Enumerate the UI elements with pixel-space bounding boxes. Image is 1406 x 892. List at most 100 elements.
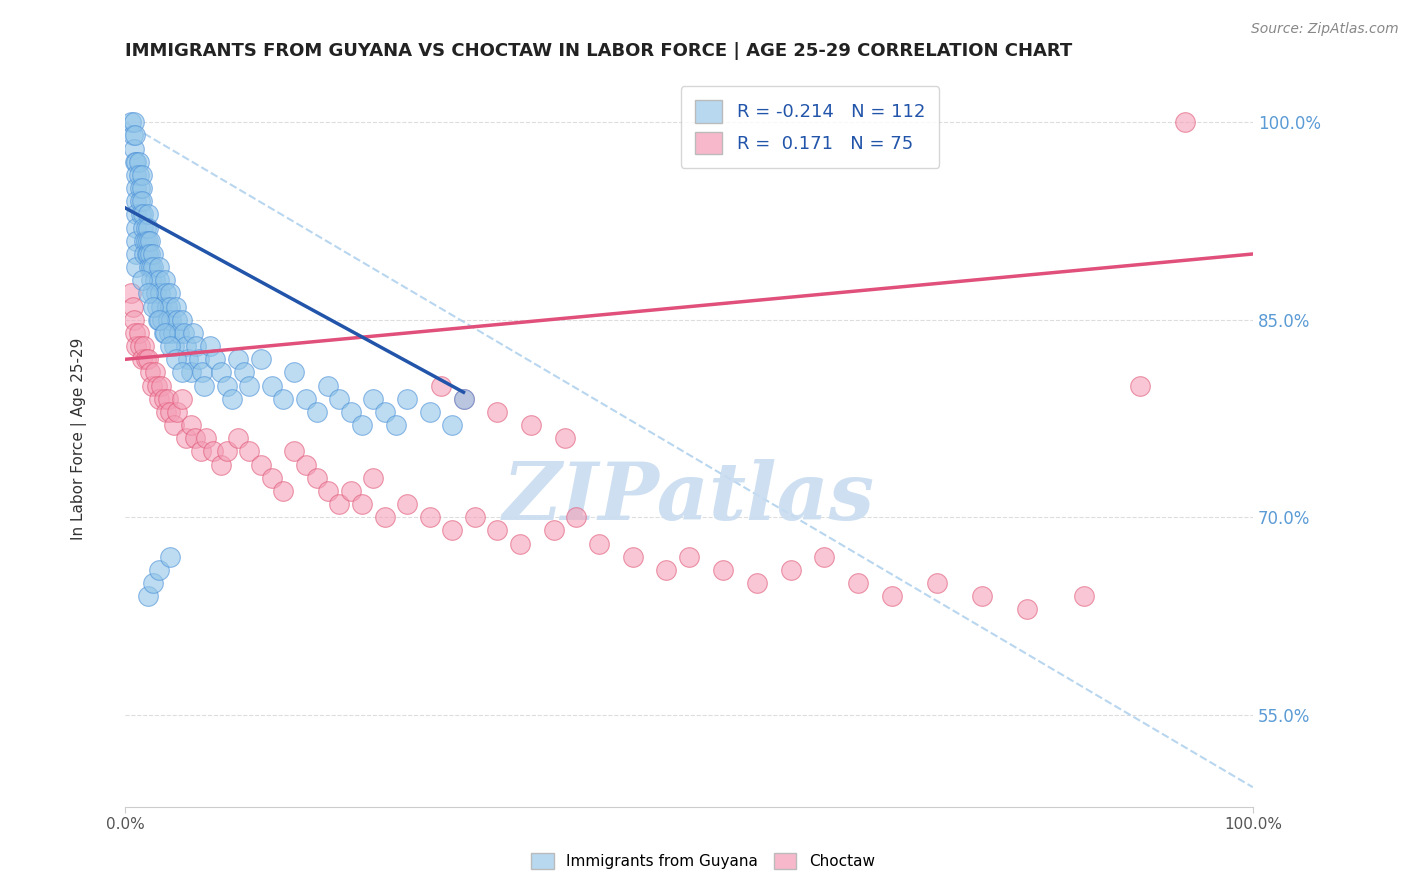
- Point: [153, 273, 176, 287]
- Point: [202, 444, 225, 458]
- Point: [122, 115, 145, 129]
- Point: [232, 366, 254, 380]
- Point: [136, 207, 159, 221]
- Point: [146, 378, 169, 392]
- Point: [145, 286, 167, 301]
- Point: [543, 524, 565, 538]
- Point: [215, 378, 238, 392]
- Point: [136, 247, 159, 261]
- Point: [339, 483, 361, 498]
- Point: [128, 326, 150, 340]
- Point: [148, 563, 170, 577]
- Point: [125, 194, 148, 209]
- Point: [927, 576, 949, 591]
- Point: [148, 392, 170, 406]
- Point: [124, 154, 146, 169]
- Point: [294, 392, 316, 406]
- Point: [249, 458, 271, 472]
- Point: [156, 300, 179, 314]
- Point: [350, 497, 373, 511]
- Point: [177, 352, 200, 367]
- Point: [142, 260, 165, 274]
- Point: [139, 247, 162, 261]
- Point: [138, 260, 160, 274]
- Point: [148, 313, 170, 327]
- Point: [226, 352, 249, 367]
- Point: [396, 392, 419, 406]
- Point: [361, 392, 384, 406]
- Point: [139, 234, 162, 248]
- Legend: R = -0.214   N = 112, R =  0.171   N = 75: R = -0.214 N = 112, R = 0.171 N = 75: [681, 86, 939, 168]
- Point: [198, 339, 221, 353]
- Point: [159, 549, 181, 564]
- Point: [419, 405, 441, 419]
- Point: [125, 234, 148, 248]
- Point: [149, 286, 172, 301]
- Point: [125, 247, 148, 261]
- Point: [125, 260, 148, 274]
- Point: [141, 260, 163, 274]
- Point: [120, 286, 142, 301]
- Point: [136, 220, 159, 235]
- Point: [141, 286, 163, 301]
- Point: [283, 366, 305, 380]
- Legend: Immigrants from Guyana, Choctaw: Immigrants from Guyana, Choctaw: [526, 847, 880, 875]
- Point: [385, 418, 408, 433]
- Point: [150, 300, 173, 314]
- Point: [1017, 602, 1039, 616]
- Point: [174, 431, 197, 445]
- Point: [159, 405, 181, 419]
- Point: [374, 510, 396, 524]
- Point: [152, 326, 174, 340]
- Point: [813, 549, 835, 564]
- Point: [204, 352, 226, 367]
- Point: [195, 431, 218, 445]
- Point: [180, 418, 202, 433]
- Point: [128, 168, 150, 182]
- Point: [554, 431, 576, 445]
- Point: [486, 405, 509, 419]
- Point: [187, 352, 209, 367]
- Point: [153, 326, 176, 340]
- Point: [972, 590, 994, 604]
- Point: [565, 510, 588, 524]
- Point: [122, 300, 145, 314]
- Point: [173, 326, 195, 340]
- Point: [124, 128, 146, 143]
- Point: [132, 207, 155, 221]
- Point: [139, 366, 162, 380]
- Point: [170, 392, 193, 406]
- Point: [181, 326, 204, 340]
- Point: [464, 510, 486, 524]
- Point: [134, 247, 156, 261]
- Point: [125, 154, 148, 169]
- Point: [148, 260, 170, 274]
- Point: [1073, 590, 1095, 604]
- Point: [193, 378, 215, 392]
- Point: [361, 471, 384, 485]
- Point: [350, 418, 373, 433]
- Point: [745, 576, 768, 591]
- Point: [125, 207, 148, 221]
- Point: [142, 247, 165, 261]
- Point: [165, 352, 187, 367]
- Point: [316, 378, 339, 392]
- Point: [152, 392, 174, 406]
- Point: [136, 286, 159, 301]
- Point: [396, 497, 419, 511]
- Point: [162, 326, 184, 340]
- Point: [159, 339, 181, 353]
- Point: [125, 181, 148, 195]
- Point: [128, 194, 150, 209]
- Point: [209, 366, 232, 380]
- Point: [260, 471, 283, 485]
- Point: [159, 300, 181, 314]
- Point: [165, 300, 187, 314]
- Point: [125, 168, 148, 182]
- Point: [170, 313, 193, 327]
- Point: [122, 142, 145, 156]
- Point: [374, 405, 396, 419]
- Point: [249, 352, 271, 367]
- Point: [170, 366, 193, 380]
- Text: ZIPatlas: ZIPatlas: [503, 458, 875, 536]
